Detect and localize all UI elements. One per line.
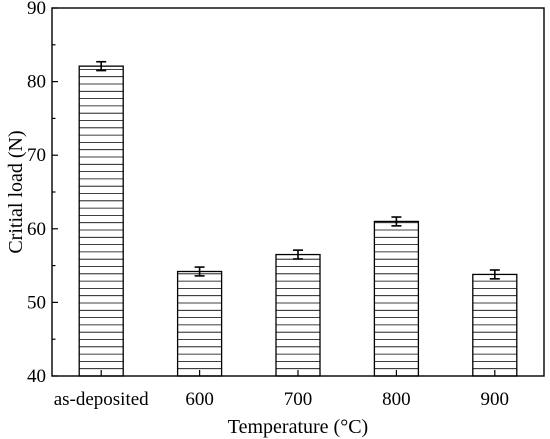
error-bar-800	[391, 216, 402, 227]
plot-frame	[51, 7, 545, 377]
x-axis-title: Temperature (°C)	[228, 416, 368, 438]
x-axis: as-deposited 600 700 800 900	[54, 370, 509, 410]
y-tick-label-40: 40	[27, 366, 46, 387]
error-bar-600	[194, 266, 205, 277]
error-bar-900	[489, 269, 500, 280]
x-tick-label-600: 600	[185, 389, 214, 410]
bar-800	[373, 220, 420, 377]
x-tick-label-800: 800	[382, 389, 411, 410]
error-bar-as-deposited	[96, 60, 107, 72]
y-tick-label-90: 90	[27, 0, 46, 19]
y-axis-title: Critial load (N)	[5, 130, 27, 253]
bars-group	[78, 65, 518, 377]
bar-900	[472, 273, 518, 377]
y-axis: 40 50 60 70 80 90	[27, 0, 58, 387]
x-tick-label-700: 700	[284, 389, 313, 410]
bar-700	[275, 253, 321, 377]
y-tick-label-50: 50	[27, 292, 46, 313]
y-tick-label-60: 60	[27, 219, 46, 240]
error-bars-group	[96, 60, 500, 280]
x-tick-label-as-deposited: as-deposited	[54, 389, 149, 410]
y-tick-label-80: 80	[27, 72, 46, 93]
bar-as-deposited	[78, 65, 124, 377]
error-bar-700	[293, 249, 303, 260]
y-tick-label-70: 70	[27, 145, 46, 166]
x-tick-label-900: 900	[481, 389, 510, 410]
bar-600	[176, 270, 223, 377]
